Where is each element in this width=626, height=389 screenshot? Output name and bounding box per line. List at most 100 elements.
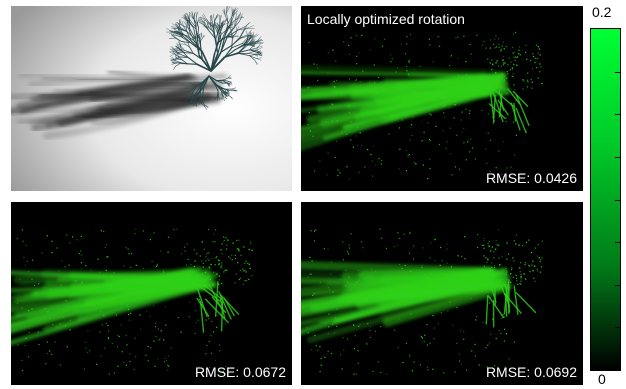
noise-speck — [503, 176, 505, 178]
noise-speck — [400, 43, 402, 45]
noise-speck — [87, 351, 89, 353]
noise-speck — [392, 108, 394, 111]
noise-speck — [538, 257, 540, 259]
noise-speck — [397, 346, 399, 349]
noise-speck — [334, 86, 336, 88]
noise-speck — [164, 357, 166, 359]
noise-speck — [495, 46, 498, 48]
noise-speck — [164, 361, 166, 363]
noise-speck — [218, 279, 220, 281]
branch — [182, 37, 192, 44]
error-map-bottom-left: RMSE: 0.0672 — [11, 202, 292, 385]
noise-speck — [100, 355, 102, 357]
noise-speck — [347, 253, 350, 255]
colorbar-tick — [615, 242, 620, 244]
noise-speck — [520, 277, 522, 279]
noise-speck — [513, 84, 515, 86]
noise-speck — [319, 346, 321, 348]
noise-speck — [346, 251, 349, 253]
noise-speck — [422, 97, 424, 99]
noise-speck — [459, 360, 461, 362]
noise-speck — [442, 130, 444, 132]
noise-speck — [534, 265, 536, 267]
noise-speck — [539, 54, 541, 56]
noise-speck — [487, 132, 489, 134]
branch — [201, 32, 203, 37]
noise-speck — [429, 44, 431, 46]
noise-speck — [177, 317, 179, 319]
branch — [234, 20, 240, 28]
branch — [174, 28, 179, 32]
root-streak — [485, 295, 489, 325]
noise-speck — [498, 150, 500, 152]
branch — [222, 10, 226, 16]
noise-speck — [423, 131, 425, 133]
noise-speck — [467, 141, 469, 143]
noise-speck — [376, 92, 378, 95]
noise-speck — [515, 243, 517, 245]
branch — [218, 95, 220, 101]
branch — [179, 62, 188, 65]
noise-speck — [424, 334, 426, 336]
noise-speck — [356, 281, 358, 283]
noise-speck — [497, 245, 499, 247]
noise-speck — [421, 140, 423, 142]
noise-speck — [489, 62, 491, 64]
noise-speck — [238, 250, 240, 252]
noise-speck — [96, 290, 98, 292]
noise-speck — [378, 76, 380, 79]
branch — [246, 38, 251, 45]
noise-speck — [107, 324, 109, 327]
branch — [225, 35, 234, 38]
branch — [247, 29, 252, 37]
branch — [181, 21, 184, 27]
branch — [256, 45, 263, 49]
branch — [238, 31, 244, 39]
reference-render-panel — [11, 6, 292, 191]
noise-speck — [505, 274, 507, 276]
noise-speck — [113, 272, 115, 274]
noise-speck — [199, 280, 201, 282]
branch — [169, 48, 174, 52]
noise-speck — [502, 64, 505, 66]
noise-speck — [336, 120, 338, 122]
noise-speck — [135, 300, 137, 302]
branch — [195, 34, 197, 39]
noise-speck — [356, 63, 358, 65]
noise-speck — [399, 237, 401, 239]
colorbar-tick — [615, 199, 620, 201]
noise-speck — [416, 86, 419, 88]
noise-speck — [364, 166, 366, 168]
branch — [253, 53, 258, 57]
branch — [195, 86, 204, 95]
noise-speck — [491, 269, 494, 271]
noise-speck — [415, 280, 417, 282]
noise-speck — [533, 277, 535, 279]
noise-speck — [134, 337, 136, 339]
noise-speck — [203, 275, 205, 277]
branch — [192, 86, 197, 93]
noise-speck — [84, 341, 86, 343]
noise-speck — [245, 260, 247, 262]
noise-speck — [502, 56, 504, 58]
noise-speck — [370, 154, 372, 156]
branch — [180, 45, 186, 51]
branch — [174, 49, 181, 55]
branch — [184, 43, 190, 48]
noise-speck — [223, 236, 225, 238]
noise-speck — [216, 326, 218, 328]
noise-speck — [99, 271, 101, 273]
noise-speck — [336, 79, 338, 82]
noise-speck — [101, 324, 103, 326]
noise-speck — [505, 117, 507, 119]
colorbar-min-label: 0 — [598, 371, 606, 387]
branch — [213, 20, 215, 30]
noise-speck — [498, 43, 500, 45]
noise-speck — [483, 40, 485, 43]
noise-speck — [27, 310, 30, 312]
noise-speck — [468, 139, 470, 141]
branch — [189, 12, 194, 19]
noise-speck — [490, 91, 492, 93]
noise-speck — [208, 252, 210, 254]
branch — [231, 37, 233, 49]
